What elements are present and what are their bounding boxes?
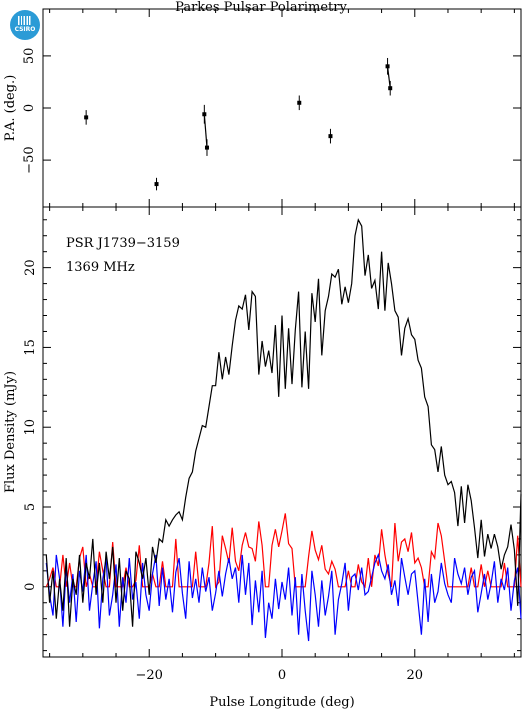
flux-panel: 0 5 10 15 20 −20 0 20 Flux Density (mJy) Pulse Lo…	[3, 206, 522, 710]
pa-point	[385, 64, 390, 69]
flux-ytick-label: 15	[23, 339, 38, 356]
flux-series-circular	[45, 552, 522, 642]
flux-ytick-label: 0	[23, 583, 38, 591]
flux-xaxis-label: Pulse Longitude (deg)	[209, 695, 354, 710]
flux-ytick-label: 10	[23, 419, 38, 436]
flux-xtick-label: 0	[278, 668, 286, 683]
logo-text: CSIRO	[14, 26, 36, 33]
pa-panel: −50 0 50 P.A. (deg.)	[3, 8, 522, 208]
pa-point	[84, 115, 89, 120]
pa-axis-label: P.A. (deg.)	[3, 75, 18, 142]
flux-ytick-label: 5	[23, 503, 38, 511]
logo-bars-icon	[18, 16, 32, 25]
pa-ytick-label: −50	[22, 146, 37, 173]
csiro-logo: CSIRO	[10, 10, 40, 40]
pa-ytick-label: 0	[22, 104, 37, 112]
flux-series-total	[45, 218, 522, 627]
pa-point	[204, 145, 209, 150]
chart-title: Parkes Pulsar Polarimetry	[175, 0, 347, 15]
flux-ytick-label: 20	[23, 259, 38, 276]
pa-ytick-label: 50	[22, 48, 37, 65]
pa-point	[154, 182, 159, 187]
pa-point	[328, 134, 333, 139]
pa-point	[388, 86, 393, 91]
pa-point	[297, 100, 302, 105]
flux-xtick-label: −20	[136, 668, 163, 683]
flux-xtick-label: 20	[407, 668, 424, 683]
flux-annotation-1: PSR J1739−3159	[66, 236, 180, 251]
pa-frame	[42, 8, 522, 208]
flux-axis-label: Flux Density (mJy)	[3, 371, 18, 493]
flux-annotation-2: 1369 MHz	[66, 260, 135, 275]
pa-point	[202, 112, 207, 117]
